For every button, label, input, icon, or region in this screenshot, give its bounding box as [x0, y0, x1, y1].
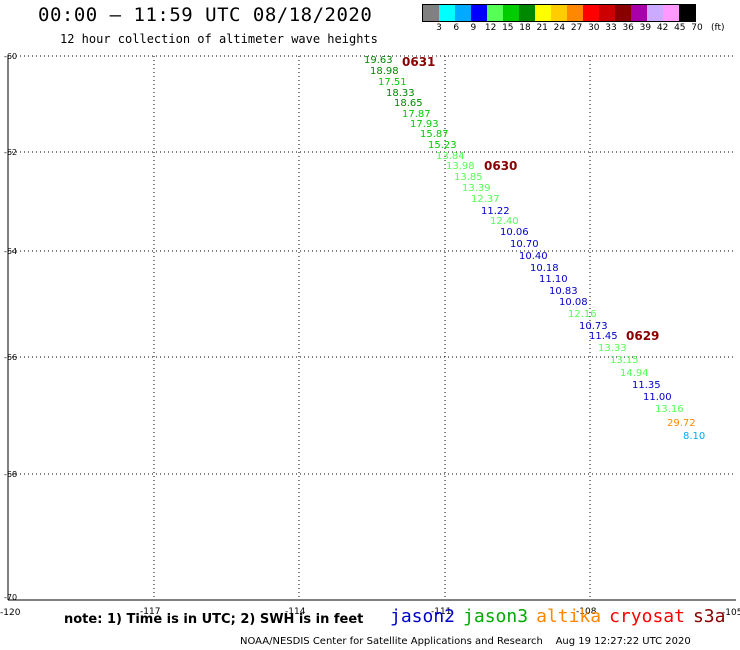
color-scale-tick: 36 — [622, 23, 634, 33]
wave-height-value: 10.18 — [530, 263, 559, 274]
latitude-label: -68 — [4, 470, 17, 479]
color-scale: (ft) 3 6 9 12 15 18 21 24 27 30 33 36 39 42 45 70 — [422, 4, 740, 36]
map-title: 00:00 — 11:59 UTC 08/18/2020 — [38, 4, 373, 26]
wave-height-value: 10.73 — [579, 321, 608, 332]
satellite-legend: jason2 jason3 altika cryosat s3a — [390, 606, 733, 627]
color-scale-tick: 70 — [691, 23, 703, 33]
color-scale-tick: 15 — [502, 23, 514, 33]
wave-height-value: 11.10 — [539, 274, 568, 285]
wave-height-value: 8.10 — [683, 431, 705, 442]
wave-height-value: 10.83 — [549, 286, 578, 297]
color-scale-tick: 39 — [639, 23, 652, 33]
latitude-label: -66 — [4, 353, 17, 362]
longitude-label: -111 — [431, 607, 451, 617]
wave-height-value: 12.16 — [568, 309, 597, 320]
color-scale-tick: 24 — [553, 23, 566, 33]
color-swatch — [551, 5, 567, 21]
color-scale-tick: 6 — [453, 23, 460, 33]
color-scale-tick: 9 — [470, 23, 477, 33]
color-swatch — [423, 5, 439, 21]
wave-height-value: 29.72 — [667, 418, 696, 429]
longitude-label: -117 — [140, 607, 160, 617]
wave-height-value: 10.08 — [559, 297, 588, 308]
latitude-label: -62 — [4, 148, 17, 157]
color-swatch — [503, 5, 519, 21]
legend-item-jason2: jason2 — [390, 606, 456, 627]
color-scale-tick: 3 — [436, 23, 442, 33]
wave-height-value: 11.22 — [481, 206, 510, 217]
legend-item-cryosat: cryosat — [609, 606, 685, 627]
wave-height-value: 18.65 — [394, 98, 423, 109]
color-scale-tick: 27 — [570, 23, 583, 33]
wave-height-value: 10.70 — [510, 239, 539, 250]
color-scale-tick: 45 — [674, 23, 686, 33]
pass-time-label: 0630 — [484, 159, 517, 173]
legend-item-jason3: jason3 — [463, 606, 529, 627]
wave-height-value: 13.39 — [462, 183, 491, 194]
wave-height-value: 13.84 — [436, 151, 465, 162]
color-swatch — [631, 5, 647, 21]
wave-height-value: 14.94 — [620, 368, 649, 379]
map-subtitle: 12 hour collection of altimeter wave hei… — [60, 32, 378, 46]
color-scale-tick: 12 — [484, 23, 497, 33]
color-scale-unit: (ft) — [711, 23, 725, 33]
latitude-label: -60 — [4, 52, 17, 61]
color-scale-tick: 21 — [536, 23, 548, 33]
color-swatch — [647, 5, 663, 21]
wave-height-value: 15.87 — [420, 129, 449, 140]
color-swatch — [615, 5, 631, 21]
wave-height-value: 11.35 — [632, 380, 661, 391]
longitude-label: -105 — [722, 608, 740, 618]
color-swatch — [679, 5, 695, 21]
color-swatch — [567, 5, 583, 21]
wave-height-value: 13.15 — [610, 355, 639, 366]
wave-height-value: 10.06 — [500, 227, 529, 238]
wave-height-value: 11.45 — [589, 331, 618, 342]
wave-height-value: 12.40 — [490, 216, 519, 227]
color-swatch — [519, 5, 535, 21]
wave-height-value: 13.16 — [655, 404, 684, 415]
pass-time-label: 0629 — [626, 329, 659, 343]
color-swatch — [583, 5, 599, 21]
wave-height-value: 18.98 — [370, 66, 399, 77]
legend-item-altika: altika — [536, 606, 602, 627]
wave-height-value: 10.40 — [519, 251, 548, 262]
units-note: note: 1) Time is in UTC; 2) SWH is in fe… — [64, 612, 364, 627]
color-scale-bar — [422, 4, 696, 22]
color-scale-tick: 30 — [588, 23, 600, 33]
wave-height-value: 13.85 — [454, 172, 483, 183]
pass-time-label: 0631 — [402, 55, 435, 69]
color-swatch — [663, 5, 679, 21]
wave-height-value: 17.87 — [402, 109, 431, 120]
color-swatch — [599, 5, 615, 21]
longitude-label: -108 — [576, 607, 597, 617]
color-scale-tick: 42 — [656, 23, 669, 33]
wave-height-value: 13.33 — [598, 343, 627, 354]
wave-height-value: 17.51 — [378, 77, 407, 88]
wave-height-value: 11.00 — [643, 392, 672, 403]
color-scale-tick: 18 — [519, 23, 531, 33]
wave-height-value: 19.63 — [364, 55, 393, 66]
longitude-label: -114 — [285, 607, 306, 617]
latitude-label: -70 — [4, 593, 17, 602]
credit-footer: NOAA/NESDIS Center for Satellite Applica… — [240, 636, 691, 647]
color-scale-tick: 33 — [605, 23, 617, 33]
wave-height-value: 15.23 — [428, 140, 457, 151]
wave-height-value: 17.93 — [410, 119, 439, 130]
wave-height-value: 13.98 — [446, 161, 475, 172]
wave-height-value: 12.37 — [471, 194, 500, 205]
color-swatch — [535, 5, 551, 21]
color-swatch — [439, 5, 455, 21]
color-swatch — [471, 5, 487, 21]
wave-height-value: 18.33 — [386, 88, 415, 99]
color-swatch — [487, 5, 503, 21]
latitude-label: -64 — [4, 247, 17, 256]
longitude-label: -120 — [0, 608, 21, 618]
legend-item-s3a: s3a — [692, 606, 726, 627]
color-swatch — [455, 5, 471, 21]
